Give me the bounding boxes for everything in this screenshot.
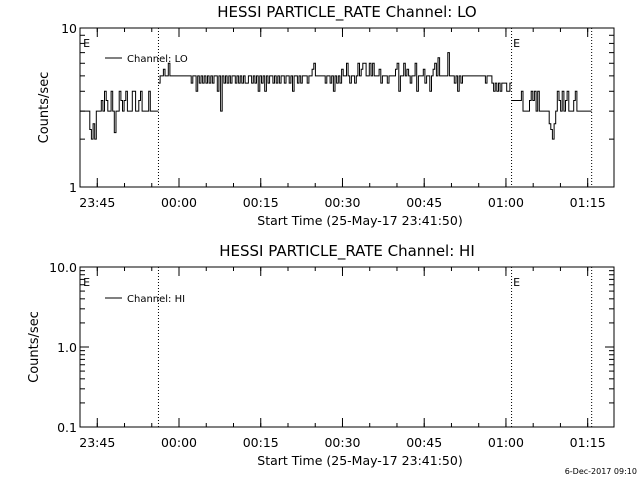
series-line <box>158 52 512 112</box>
y-tick-label: 1 <box>69 180 77 195</box>
x-tick-label: 00:45 <box>406 195 442 210</box>
event-marker: E <box>513 276 520 289</box>
y-tick-label: 10.0 <box>49 260 77 275</box>
legend-label: Channel: HI <box>127 294 185 305</box>
lo-channel-panel: HESSI PARTICLE_RATE Channel: LO 1 10 23:45 0… <box>37 3 615 228</box>
x-tick-label: 01:00 <box>488 195 524 210</box>
series-line <box>80 90 159 140</box>
x-tick-label: 01:15 <box>570 435 606 450</box>
x-tick-label: 00:30 <box>324 195 360 210</box>
series-line <box>511 90 592 140</box>
y-tick-label: 0.1 <box>57 420 77 435</box>
event-marker: E <box>83 276 90 289</box>
chart-title: HESSI PARTICLE_RATE Channel: HI <box>219 242 475 261</box>
x-axis-label: Start Time (25-May-17 23:41:50) <box>257 453 462 468</box>
x-tick-label: 23:45 <box>79 435 115 450</box>
x-tick-label: 00:30 <box>324 435 360 450</box>
chart-title: HESSI PARTICLE_RATE Channel: LO <box>217 3 476 22</box>
x-tick-label: 23:45 <box>79 195 115 210</box>
x-tick-label: 00:45 <box>406 435 442 450</box>
footer-timestamp: 6-Dec-2017 09:10 <box>565 467 637 476</box>
event-marker: E <box>513 37 520 50</box>
x-tick-label: 01:15 <box>570 195 606 210</box>
plot-frame <box>79 266 615 428</box>
x-axis-label: Start Time (25-May-17 23:41:50) <box>257 213 462 228</box>
x-tick-label: 00:00 <box>161 435 197 450</box>
plot-frame <box>79 27 615 188</box>
x-tick-label: 01:00 <box>488 435 524 450</box>
y-axis-label: Counts/sec <box>27 311 42 383</box>
x-tick-label: 00:15 <box>243 195 279 210</box>
y-tick-label: 10 <box>61 21 77 36</box>
x-tick-label: 00:15 <box>243 435 279 450</box>
y-tick-label: 1.0 <box>57 340 77 355</box>
y-axis-label: Counts/sec <box>37 72 52 144</box>
event-marker: E <box>83 37 90 50</box>
hi-channel-panel: HESSI PARTICLE_RATE Channel: HI 0.1 1.0 10.… <box>27 242 615 468</box>
x-tick-label: 00:00 <box>161 195 197 210</box>
legend-label: Channel: LO <box>127 54 188 65</box>
